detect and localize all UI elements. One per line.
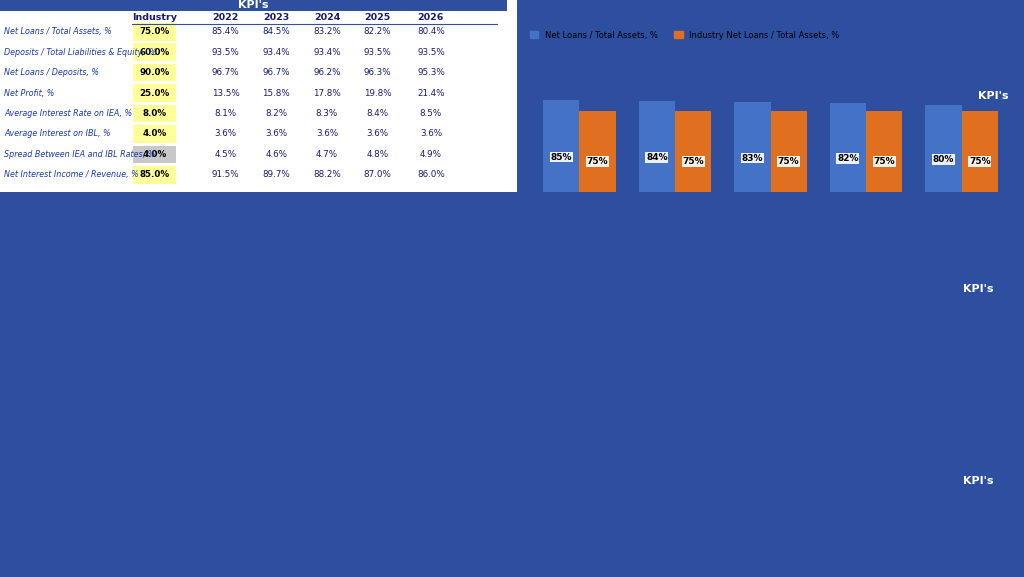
Text: Average Interest Rate on IEA, %: Average Interest Rate on IEA, % <box>4 109 132 118</box>
Text: 96.7%: 96.7% <box>212 68 240 77</box>
Text: 4.0%: 4.0% <box>142 129 167 138</box>
Text: 93.5%: 93.5% <box>212 48 240 57</box>
Text: 91.5%: 91.5% <box>212 170 240 179</box>
Text: 82.2%: 82.2% <box>364 27 391 36</box>
Text: 25.0%: 25.0% <box>139 88 170 98</box>
Text: 13.5%: 13.5% <box>212 88 240 98</box>
Text: 8.0%: 8.0% <box>142 109 167 118</box>
Text: 85.0%: 85.0% <box>139 170 170 179</box>
Text: 93.5%: 93.5% <box>417 48 444 57</box>
Text: Net Profit, %: Net Profit, % <box>4 88 54 98</box>
Text: 4.0%: 4.0% <box>142 150 167 159</box>
Text: 2023: 2023 <box>263 13 290 22</box>
Text: 96.2%: 96.2% <box>313 68 341 77</box>
Text: 95.3%: 95.3% <box>417 68 444 77</box>
Text: 86.0%: 86.0% <box>417 170 444 179</box>
FancyBboxPatch shape <box>133 104 176 122</box>
Text: 4.5%: 4.5% <box>214 150 237 159</box>
Text: 3.6%: 3.6% <box>316 129 338 138</box>
FancyBboxPatch shape <box>0 192 1024 385</box>
Text: Net Interest Income / Revenue, %: Net Interest Income / Revenue, % <box>4 170 139 179</box>
Text: 3.6%: 3.6% <box>367 129 389 138</box>
Text: 96.3%: 96.3% <box>364 68 391 77</box>
Text: 8.3%: 8.3% <box>315 109 338 118</box>
Text: 88.2%: 88.2% <box>313 170 341 179</box>
Text: Deposits / Total Liabilities & Equity,  %: Deposits / Total Liabilities & Equity, % <box>4 48 157 57</box>
Text: 60.0%: 60.0% <box>139 48 170 57</box>
FancyBboxPatch shape <box>133 23 176 40</box>
Text: 2024: 2024 <box>313 13 340 22</box>
Text: 87.0%: 87.0% <box>364 170 391 179</box>
Text: 3.6%: 3.6% <box>214 129 237 138</box>
Legend: Net Loans / Deposits, %, Industry Net Loans / Deposits, %: Net Loans / Deposits, %, Industry Net Lo… <box>526 220 817 235</box>
FancyBboxPatch shape <box>0 0 507 10</box>
Text: 8.1%: 8.1% <box>214 109 237 118</box>
Text: 90.0%: 90.0% <box>139 68 170 77</box>
Text: 93.5%: 93.5% <box>364 48 391 57</box>
Legend: Net Profit, %, Industry Net Profit, %: Net Profit, %, Industry Net Profit, % <box>9 412 206 428</box>
FancyBboxPatch shape <box>133 43 176 61</box>
Text: 80.4%: 80.4% <box>417 27 444 36</box>
Text: 96.7%: 96.7% <box>262 68 290 77</box>
FancyBboxPatch shape <box>133 166 176 183</box>
Text: 4.6%: 4.6% <box>265 150 288 159</box>
Text: Average Interest on IBL, %: Average Interest on IBL, % <box>4 129 111 138</box>
Legend: Net Loans / Total Assets, %, Industry Net Loans / Total Assets, %: Net Loans / Total Assets, %, Industry Ne… <box>526 27 843 43</box>
Text: 75.0%: 75.0% <box>139 27 170 36</box>
Text: 4.8%: 4.8% <box>367 150 389 159</box>
Text: 83.2%: 83.2% <box>313 27 341 36</box>
Text: 89.7%: 89.7% <box>262 170 290 179</box>
Text: KPI's: KPI's <box>963 476 993 486</box>
Text: 2022: 2022 <box>212 13 239 22</box>
Text: 8.4%: 8.4% <box>367 109 389 118</box>
Legend: Deposits / Total Liabilities & Equity, %, Industry Deposits / Total Liabilities : Deposits / Total Liabilities & Equity, %… <box>9 220 417 235</box>
Text: 93.4%: 93.4% <box>262 48 290 57</box>
Text: 85.4%: 85.4% <box>212 27 240 36</box>
Text: 15.8%: 15.8% <box>262 88 290 98</box>
Text: Industry: Industry <box>132 13 177 22</box>
Text: 3.6%: 3.6% <box>265 129 288 138</box>
Text: 4.7%: 4.7% <box>316 150 338 159</box>
Text: 21.4%: 21.4% <box>417 88 444 98</box>
Text: Net Loans / Deposits, %: Net Loans / Deposits, % <box>4 68 99 77</box>
FancyBboxPatch shape <box>133 125 176 143</box>
Text: Spread Between IEA and IBL Rates, %: Spread Between IEA and IBL Rates, % <box>4 150 156 159</box>
Text: 2025: 2025 <box>365 13 391 22</box>
Text: 4.9%: 4.9% <box>420 150 442 159</box>
Text: 8.5%: 8.5% <box>420 109 442 118</box>
FancyBboxPatch shape <box>133 64 176 81</box>
Text: 8.2%: 8.2% <box>265 109 288 118</box>
Text: 2026: 2026 <box>418 13 444 22</box>
Text: KPI's: KPI's <box>963 283 993 294</box>
Legend: Spread Between IEA and IBL Rates, %, Industry Spread Between IEA and IBL Rates, : Spread Between IEA and IBL Rates, %, Ind… <box>526 412 936 428</box>
FancyBboxPatch shape <box>517 0 1024 192</box>
Text: 93.4%: 93.4% <box>313 48 341 57</box>
FancyBboxPatch shape <box>0 385 1024 577</box>
Text: 19.8%: 19.8% <box>364 88 391 98</box>
FancyBboxPatch shape <box>133 84 176 102</box>
FancyBboxPatch shape <box>133 145 176 163</box>
Text: 17.8%: 17.8% <box>313 88 341 98</box>
Text: 3.6%: 3.6% <box>420 129 442 138</box>
Text: Net Loans / Total Assets, %: Net Loans / Total Assets, % <box>4 27 112 36</box>
Text: KPI's: KPI's <box>239 1 268 10</box>
Text: KPI's: KPI's <box>978 91 1009 101</box>
Text: 84.5%: 84.5% <box>262 27 290 36</box>
